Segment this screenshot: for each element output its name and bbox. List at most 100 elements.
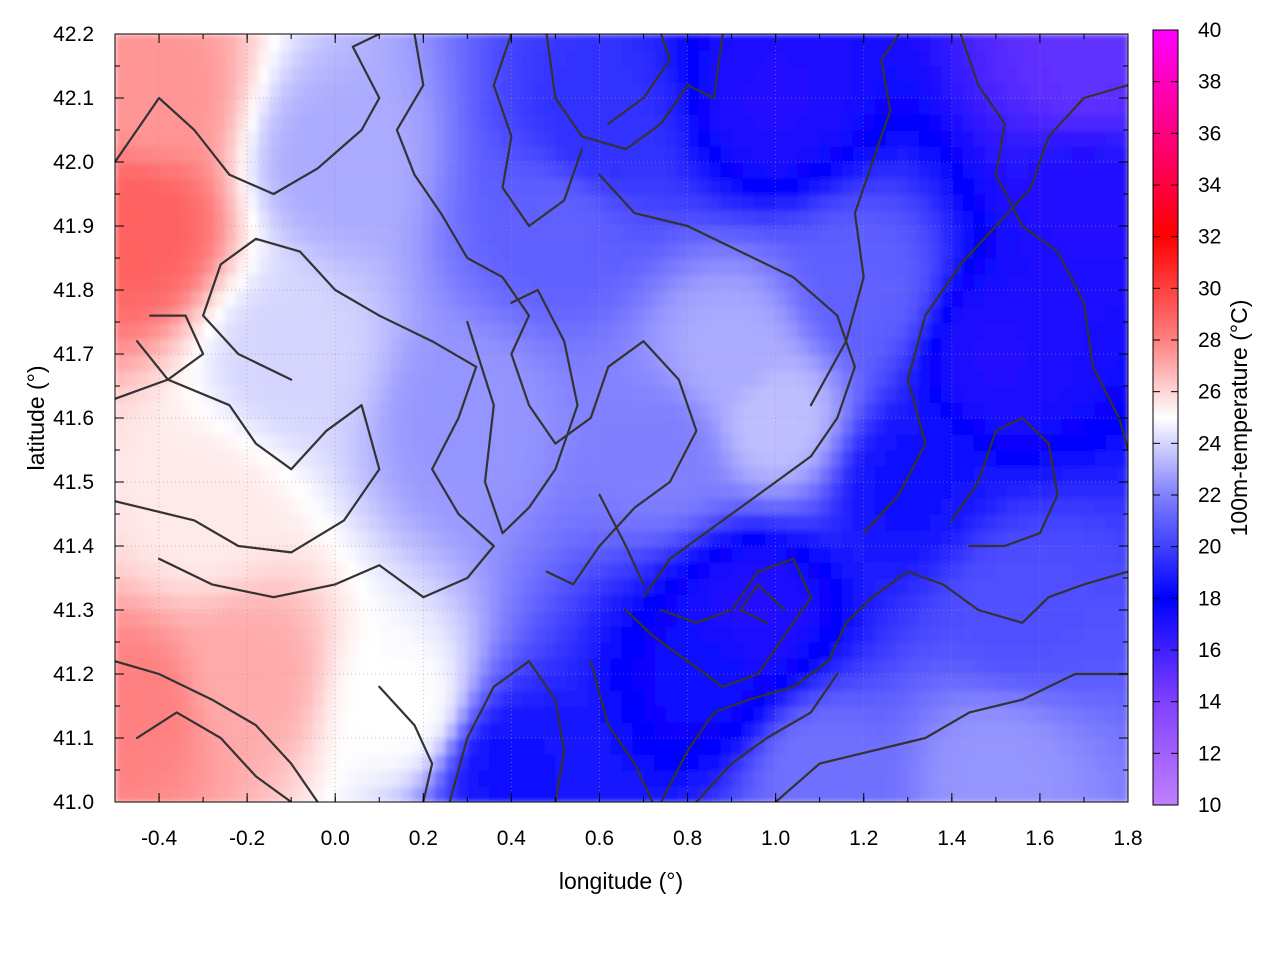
heatmap-cell — [1094, 162, 1107, 179]
heatmap-cell — [665, 594, 678, 611]
heatmap-cell — [269, 114, 281, 131]
heatmap-cell — [423, 594, 436, 611]
heatmap-cell — [412, 114, 425, 131]
heatmap-cell — [126, 562, 138, 579]
heatmap-cell — [313, 178, 326, 195]
heatmap-cell — [1116, 690, 1128, 707]
heatmap-cell — [566, 194, 579, 211]
heatmap-cell — [687, 50, 700, 67]
heatmap-cell — [830, 482, 843, 499]
heatmap-cell — [159, 530, 171, 547]
heatmap-cell — [302, 642, 314, 659]
heatmap-cell — [500, 610, 513, 627]
heatmap-cell — [335, 226, 348, 243]
heatmap-cell — [676, 514, 689, 531]
heatmap-cell — [313, 34, 326, 51]
heatmap-cell — [808, 402, 821, 419]
heatmap-cell — [500, 50, 513, 67]
heatmap-cell — [170, 514, 182, 531]
heatmap-cell — [467, 418, 480, 435]
heatmap-cell — [973, 402, 986, 419]
heatmap-cell — [555, 114, 568, 131]
heatmap-cell — [390, 786, 403, 802]
heatmap-cell — [1072, 322, 1085, 339]
heatmap-cell — [731, 642, 744, 659]
heatmap-cell — [1094, 226, 1107, 243]
heatmap-cell — [401, 738, 414, 755]
heatmap-cell — [148, 514, 160, 531]
heatmap-cell — [280, 306, 292, 323]
heatmap-cell — [170, 34, 182, 51]
heatmap-cell — [643, 610, 656, 627]
heatmap-cell — [1105, 722, 1118, 739]
heatmap-cell — [533, 146, 546, 163]
heatmap-cell — [720, 562, 733, 579]
heatmap-cell — [258, 146, 270, 163]
heatmap-cell — [522, 34, 535, 51]
heatmap-cell — [654, 98, 667, 115]
heatmap-cell — [885, 290, 898, 307]
heatmap-cell — [423, 402, 436, 419]
heatmap-cell — [533, 546, 546, 563]
heatmap-cell — [896, 610, 909, 627]
heatmap-cell — [830, 658, 843, 675]
heatmap-cell — [236, 258, 248, 275]
heatmap-cell — [181, 482, 193, 499]
heatmap-cell — [984, 338, 997, 355]
heatmap-cell — [764, 754, 777, 771]
heatmap-cell — [423, 242, 436, 259]
heatmap-cell — [181, 754, 193, 771]
heatmap-cell — [269, 786, 281, 802]
heatmap-cell — [390, 226, 403, 243]
heatmap-cell — [1105, 706, 1118, 723]
heatmap-cell — [1094, 274, 1107, 291]
heatmap-cell — [423, 130, 436, 147]
contour-line — [115, 660, 319, 802]
heatmap-cell — [313, 306, 326, 323]
heatmap-cell — [654, 530, 667, 547]
heatmap-cell — [401, 322, 414, 339]
heatmap-cell — [368, 434, 381, 451]
heatmap-cell — [500, 674, 513, 691]
heatmap-cell — [1083, 434, 1096, 451]
heatmap-cell — [324, 82, 337, 99]
heatmap-cell — [764, 162, 777, 179]
heatmap-cell — [929, 594, 942, 611]
heatmap-cell — [269, 546, 281, 563]
heatmap-cell — [731, 498, 744, 515]
heatmap-cell — [720, 626, 733, 643]
heatmap-cell — [192, 594, 204, 611]
heatmap-cell — [1050, 194, 1063, 211]
heatmap-cell — [544, 450, 557, 467]
heatmap-cell — [742, 706, 755, 723]
heatmap-cell — [698, 642, 711, 659]
heatmap-cell — [632, 482, 645, 499]
contour-line — [695, 672, 839, 802]
contour-line — [598, 173, 857, 599]
heatmap-cell — [808, 338, 821, 355]
heatmap-cell — [511, 306, 524, 323]
heatmap-cell — [1039, 402, 1052, 419]
heatmap-cell — [434, 210, 447, 227]
heatmap-cell — [236, 530, 248, 547]
heatmap-cell — [1072, 562, 1085, 579]
heatmap-cell — [599, 306, 612, 323]
heatmap-cell — [533, 258, 546, 275]
heatmap-cell — [236, 338, 248, 355]
heatmap-cell — [401, 450, 414, 467]
heatmap-cell — [203, 306, 215, 323]
heatmap-cell — [841, 562, 854, 579]
heatmap-cell — [423, 354, 436, 371]
heatmap-cell — [786, 514, 799, 531]
heatmap-cell — [995, 306, 1008, 323]
heatmap-cell — [698, 658, 711, 675]
colorbar-tick-label: 28 — [1198, 329, 1221, 352]
heatmap-cell — [379, 306, 392, 323]
heatmap-cell — [720, 466, 733, 483]
heatmap-cell — [214, 434, 226, 451]
heatmap-cell — [885, 626, 898, 643]
heatmap-cell — [500, 226, 513, 243]
heatmap-cell — [291, 322, 303, 339]
heatmap-cell — [170, 450, 182, 467]
heatmap-cell — [577, 770, 590, 787]
